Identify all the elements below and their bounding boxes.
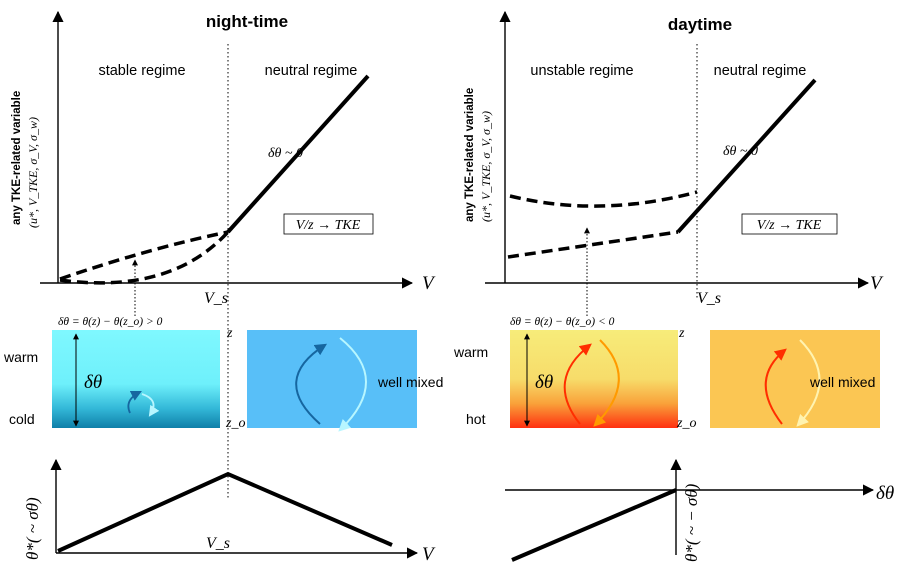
day-bottom-y-label: θ*( ~ − σθ) [682,483,701,562]
day-theta-star-line [511,488,677,562]
night-stratified-box [52,330,220,428]
day-panel: daytime V any TKE-related variable (u*, … [453,10,894,562]
day-bottom-x-label: δθ [876,483,894,504]
night-cold-label: cold [9,411,35,427]
day-delta-theta-def: δθ = θ(z) − θ(z_o) < 0 [510,316,615,328]
day-eddy-red-arrow [563,343,592,425]
night-y-label-vars: (u*, V_TKE, σ_V, σ_w) [26,117,40,228]
day-tke-box [741,213,838,235]
night-theta-star-line [57,471,393,553]
day-y-label: any TKE-related variable [464,88,476,222]
day-regime-neutral: neutral regime [714,63,807,79]
day-mixed-eddy-light-arrow [796,339,821,427]
day-y-label-vars: (u*, V_TKE, σ_V, σ_w) [479,111,493,222]
day-unstable-curve-lower [507,230,679,259]
day-warm-label: warm [453,344,488,360]
night-x-label: V [422,273,436,294]
night-delta-theta-label: δθ [84,372,102,393]
night-small-eddy-light-arrow [141,393,160,417]
day-delta-theta-zero: δθ ~ 0 [723,144,758,159]
night-bottom-y-label: θ*( ~ σθ) [23,497,42,560]
day-title: daytime [668,15,732,34]
night-bottom-x-label: V [422,544,436,565]
day-neutral-line [676,78,817,234]
day-eddy-orange-arrow [593,339,620,427]
day-z-label: z [678,326,685,341]
night-delta-theta-zero: δθ ~ 0 [268,146,303,161]
night-delta-theta-def: δθ = θ(z) − θ(z_o) > 0 [58,316,163,328]
night-y-label: any TKE-related variable [11,91,23,225]
night-warm-label: warm [3,349,38,365]
night-regime-stable: stable regime [98,63,185,79]
night-title: night-time [206,12,288,31]
night-tke-box [283,213,374,235]
day-mixed-box [710,330,880,428]
day-mixed-eddy-red-arrow [764,348,787,425]
night-stable-curve-upper [59,230,229,281]
night-tke-box-label: V/z → TKE [296,218,361,233]
day-zo-label: z_o [676,416,696,431]
day-vs-label: V_s [697,290,721,307]
day-x-label: V [870,273,884,294]
day-delta-theta-label: δθ [535,372,553,393]
day-stratified-box [510,330,678,428]
day-regime-unstable: unstable regime [530,63,633,79]
night-stable-curve-lower [59,230,230,285]
night-z-label: z [226,326,233,341]
night-mixed-eddy-light-arrow [338,337,367,432]
day-hot-label: hot [466,411,486,427]
night-vs-label: V_s [204,290,228,307]
night-zo-label: z_o [225,416,245,431]
night-small-eddy-dark-arrow [127,391,142,414]
day-well-mixed-label: well mixed [809,374,875,390]
night-panel: night-time V any TKE-related variable (u… [3,10,443,565]
night-mixed-box [247,330,417,428]
night-mixed-eddy-dark-arrow [295,343,328,425]
day-tke-box-label: V/z → TKE [757,218,822,233]
day-unstable-curve-upper [509,190,698,208]
night-well-mixed-label: well mixed [377,374,443,390]
night-regime-neutral: neutral regime [265,63,358,79]
night-neutral-line [226,74,370,234]
night-bottom-vs-label: V_s [206,535,230,552]
